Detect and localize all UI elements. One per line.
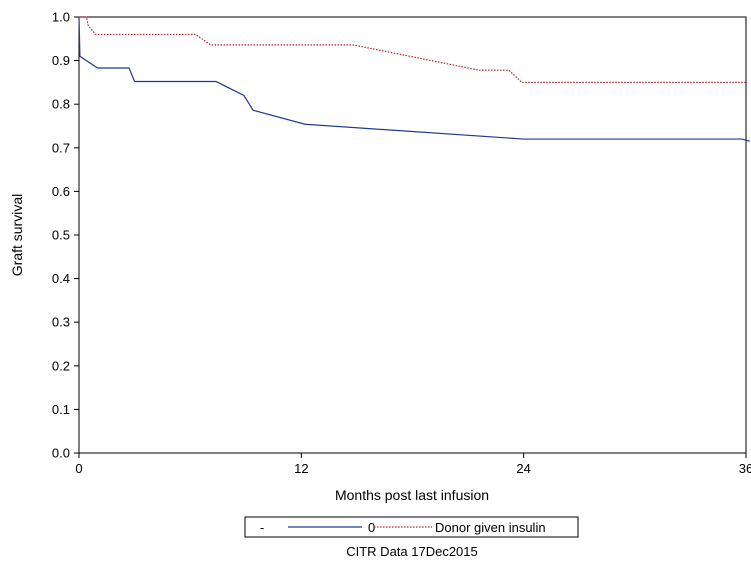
y-tick-label: 0.3 <box>52 315 70 330</box>
series-line-0 <box>78 16 750 142</box>
legend: - 0 Donor given insulin <box>244 516 579 538</box>
y-tick-label: 0.6 <box>52 184 70 199</box>
series-group <box>78 16 750 142</box>
y-axis: 0.0 0.1 0.2 0.3 0.4 0.5 0.6 0.7 0.8 0.9 1.0 <box>52 10 79 461</box>
y-tick-label: 0.0 <box>52 446 70 461</box>
x-tick-label: 12 <box>294 461 308 476</box>
series-line-1 <box>79 16 746 84</box>
legend-label-series-1: Donor given insulin <box>435 520 546 535</box>
y-tick-label: 0.8 <box>52 97 70 112</box>
y-tick-label: 0.2 <box>52 358 70 373</box>
y-tick-label: 0.1 <box>52 402 70 417</box>
legend-label-series-0: 0 <box>368 520 375 535</box>
y-tick-label: 0.7 <box>52 140 70 155</box>
y-tick-label: 0.9 <box>52 53 70 68</box>
x-tick-label: 24 <box>516 461 530 476</box>
x-tick-label: 36 <box>739 461 751 476</box>
y-axis-label: Graft survival <box>9 194 25 276</box>
legend-title: - <box>260 520 264 535</box>
x-tick-label: 0 <box>75 461 82 476</box>
x-axis: 0 12 24 36 <box>75 453 751 476</box>
y-tick-label: 0.4 <box>52 271 70 286</box>
x-axis-label: Months post last infusion <box>335 487 489 503</box>
y-tick-label: 1.0 <box>52 10 70 25</box>
y-tick-label: 0.5 <box>52 228 70 243</box>
legend-frame <box>244 516 579 538</box>
footnote: CITR Data 17Dec2015 <box>346 544 478 559</box>
